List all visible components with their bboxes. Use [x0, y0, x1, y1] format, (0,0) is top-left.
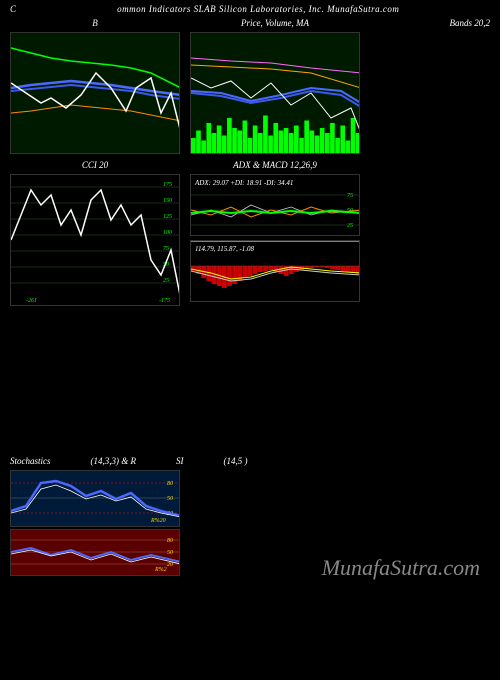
header-left: C [10, 4, 17, 14]
macd-chart: 114.79, 115.87, -1.08 [190, 240, 360, 302]
svg-text:100: 100 [163, 230, 172, 236]
svg-text:175: 175 [163, 182, 172, 188]
svg-text:-261: -261 [26, 298, 37, 304]
price-title: Price, Volume, MA [190, 18, 360, 28]
svg-text:80: 80 [167, 538, 173, 544]
stoch-title-params: (14,3,3) & R [91, 456, 137, 466]
cci-panel: CCI 20 175150125100755025-261-175 [10, 160, 180, 306]
stoch-title-left: Stochastics [10, 456, 51, 466]
bb-title: B [10, 18, 180, 28]
page-header: C ommon Indicators SLAB Silicon Laborato… [0, 0, 500, 18]
row-2: CCI 20 175150125100755025-261-175 ADX & … [0, 160, 500, 306]
stoch-title-end: (14,5 ) [224, 456, 248, 466]
svg-text:ADX: 29.07 +DI: 18.91 -DI: 34.: ADX: 29.07 +DI: 18.91 -DI: 34.41 [194, 179, 293, 187]
svg-text:R%20: R%20 [150, 518, 166, 524]
svg-text:125: 125 [163, 214, 172, 220]
stoch-panel2: 80 50 20R%2 [10, 529, 180, 576]
bands-title: Bands 20,2 [370, 18, 490, 28]
svg-text:50: 50 [167, 550, 173, 556]
row-1: B Price, Volume, MA Bands 20,2 [0, 18, 500, 154]
svg-text:R%2: R%2 [154, 567, 167, 573]
svg-text:25: 25 [347, 223, 353, 229]
stoch-title-si: SI [176, 456, 184, 466]
cci-chart: 175150125100755025-261-175 [10, 174, 180, 306]
bb-chart [10, 32, 180, 154]
stoch-panel1: 805020R%20 [10, 470, 180, 527]
bb-panel: B [10, 18, 180, 154]
adx-title: ADX & MACD 12,26,9 [190, 160, 360, 170]
adx-chart: ADX: 29.07 +DI: 18.91 -DI: 34.41755025 [190, 174, 360, 236]
svg-text:-175: -175 [159, 298, 170, 304]
bands-label-col: Bands 20,2 [370, 18, 490, 154]
svg-text:25: 25 [163, 278, 169, 284]
svg-text:114.79, 115.87, -1.08: 114.79, 115.87, -1.08 [195, 245, 255, 253]
svg-text:20: 20 [167, 562, 173, 568]
svg-text:50: 50 [167, 496, 173, 502]
adx-macd-panel: ADX & MACD 12,26,9 ADX: 29.07 +DI: 18.91… [190, 160, 360, 306]
svg-text:150: 150 [163, 198, 172, 204]
price-panel: Price, Volume, MA [190, 18, 360, 154]
svg-text:75: 75 [163, 246, 169, 252]
svg-text:75: 75 [347, 193, 353, 199]
svg-text:80: 80 [167, 481, 173, 487]
header-center: ommon Indicators SLAB Silicon Laboratori… [117, 4, 399, 14]
stoch-title-row: Stochastics (14,3,3) & R SI (14,5 ) [10, 456, 490, 466]
price-chart [190, 32, 360, 154]
cci-title: CCI 20 [10, 160, 180, 170]
spacer-r2 [370, 160, 490, 306]
watermark: MunafaSutra.com [322, 555, 480, 581]
